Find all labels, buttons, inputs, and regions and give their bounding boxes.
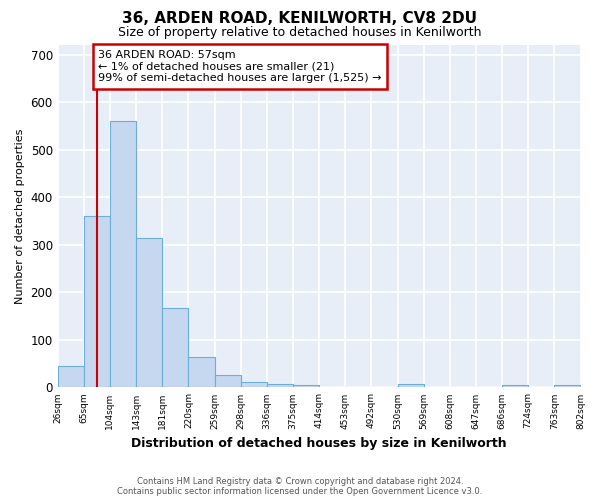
Bar — [188, 358, 215, 388]
Text: Size of property relative to detached houses in Kenilworth: Size of property relative to detached ho… — [118, 26, 482, 39]
Bar — [398, 384, 424, 388]
Text: 36, ARDEN ROAD, KENILWORTH, CV8 2DU: 36, ARDEN ROAD, KENILWORTH, CV8 2DU — [122, 11, 478, 26]
Bar — [136, 238, 162, 388]
X-axis label: Distribution of detached houses by size in Kenilworth: Distribution of detached houses by size … — [131, 437, 507, 450]
Bar — [215, 374, 241, 388]
Text: 36 ARDEN ROAD: 57sqm
← 1% of detached houses are smaller (21)
99% of semi-detach: 36 ARDEN ROAD: 57sqm ← 1% of detached ho… — [98, 50, 382, 83]
Bar — [293, 385, 319, 388]
Bar — [58, 366, 84, 388]
Bar — [110, 121, 136, 388]
Bar — [241, 382, 267, 388]
Bar — [162, 308, 188, 388]
Bar — [267, 384, 293, 388]
Y-axis label: Number of detached properties: Number of detached properties — [15, 128, 25, 304]
Bar — [502, 385, 528, 388]
Text: Contains HM Land Registry data © Crown copyright and database right 2024.
Contai: Contains HM Land Registry data © Crown c… — [118, 476, 482, 496]
Bar — [84, 216, 110, 388]
Bar — [554, 385, 581, 388]
